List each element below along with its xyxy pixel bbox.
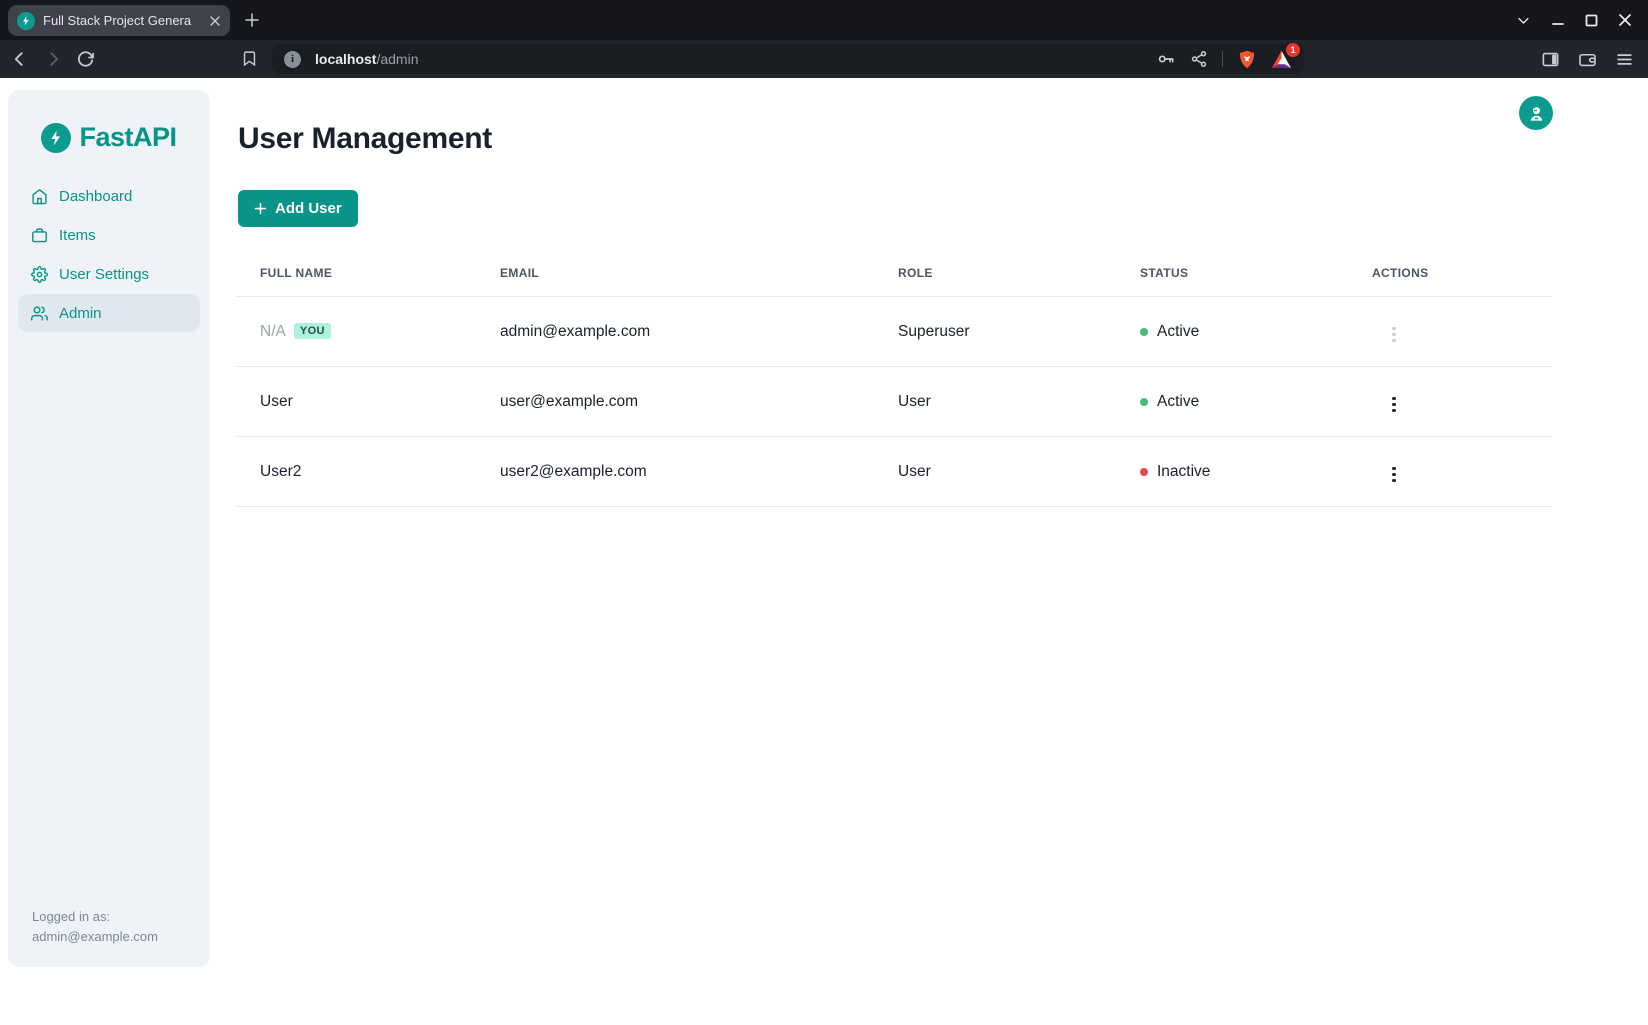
site-info-icon[interactable]: i [284, 50, 301, 68]
page-title: User Management [238, 122, 492, 155]
briefcase-icon [31, 227, 48, 244]
address-bar[interactable]: i localhost/admin 1 [272, 42, 1304, 74]
cell-role: Superuser [874, 296, 1116, 367]
cell-status: Active [1116, 296, 1348, 367]
status-text: Active [1157, 322, 1200, 340]
logged-in-email: admin@example.com [32, 929, 158, 944]
cell-actions [1348, 366, 1552, 437]
browser-tab[interactable]: Full Stack Project Genera [8, 5, 230, 36]
cell-actions [1348, 296, 1552, 367]
browser-toolbar: i localhost/admin 1 [0, 40, 1648, 78]
password-key-icon[interactable] [1156, 49, 1176, 69]
cell-full-name: User2 [236, 436, 476, 507]
sidebar-nav: Dashboard Items User Settings Admin [8, 177, 210, 332]
divider [1222, 51, 1223, 67]
tab-search-chevron-icon[interactable] [1516, 13, 1531, 28]
browser-titlebar: Full Stack Project Genera [0, 0, 1648, 40]
table-row: N/A YOU admin@example.com Superuser Active [236, 296, 1552, 367]
add-user-button[interactable]: Add User [238, 190, 358, 227]
user-avatar-icon [1527, 104, 1546, 123]
table-header-row: FULL NAME EMAIL ROLE STATUS ACTIONS [236, 246, 1552, 297]
brave-shield-icon[interactable] [1237, 49, 1257, 70]
url-text: localhost/admin [315, 51, 419, 67]
cell-email: user@example.com [476, 366, 874, 437]
close-window-button[interactable] [1618, 13, 1632, 27]
table-row: User user@example.com User Active [236, 366, 1552, 437]
column-header-full-name: FULL NAME [236, 246, 476, 297]
maximize-button[interactable] [1585, 14, 1598, 27]
logged-in-info: Logged in as: admin@example.com [32, 907, 158, 947]
tab-title: Full Stack Project Genera [43, 13, 192, 28]
column-header-status: STATUS [1116, 246, 1348, 297]
you-badge: YOU [293, 322, 331, 339]
sidebar-item-dashboard[interactable]: Dashboard [18, 177, 200, 215]
sidebar-item-label: Admin [59, 304, 102, 322]
cell-email: admin@example.com [476, 296, 874, 367]
menu-hamburger-icon[interactable] [1615, 50, 1634, 69]
cell-full-name: N/A YOU [236, 296, 476, 367]
sidebar-panel-icon[interactable] [1541, 50, 1560, 69]
fastapi-logo: FastAPI [8, 90, 210, 153]
sidebar-item-items[interactable]: Items [18, 216, 200, 254]
sidebar: FastAPI Dashboard Items User Settings Admin… [8, 90, 210, 967]
cell-full-name: User [236, 366, 476, 437]
cell-actions [1348, 436, 1552, 507]
share-icon[interactable] [1190, 50, 1208, 68]
forward-button[interactable] [43, 49, 63, 69]
full-name-text: User2 [260, 462, 302, 480]
url-path: /admin [376, 51, 419, 67]
home-icon [31, 188, 48, 205]
wallet-icon[interactable] [1578, 50, 1597, 69]
user-menu-button[interactable] [1519, 96, 1553, 130]
sidebar-item-user-settings[interactable]: User Settings [18, 255, 200, 293]
sidebar-item-label: Items [59, 226, 96, 244]
back-button[interactable] [10, 49, 30, 69]
status-text: Inactive [1157, 462, 1211, 480]
status-text: Active [1157, 392, 1200, 410]
row-actions-menu-button[interactable] [1386, 393, 1402, 417]
column-header-role: ROLE [874, 246, 1116, 297]
status-dot-inactive [1140, 467, 1148, 476]
full-name-text: N/A [260, 322, 286, 340]
sidebar-item-label: User Settings [59, 265, 150, 283]
sidebar-item-label: Dashboard [59, 187, 133, 205]
close-tab-icon[interactable] [209, 15, 221, 27]
reload-button[interactable] [76, 50, 95, 69]
column-header-actions: ACTIONS [1348, 246, 1552, 297]
full-name-text: User [260, 392, 293, 410]
cell-status: Active [1116, 366, 1348, 437]
cell-role: User [874, 366, 1116, 437]
users-table: FULL NAME EMAIL ROLE STATUS ACTIONS N/A YOU ad… [236, 246, 1552, 507]
logged-in-label: Logged in as: [32, 909, 111, 924]
users-icon [31, 305, 48, 322]
row-actions-menu-button[interactable] [1386, 463, 1402, 487]
brave-rewards-icon[interactable]: 1 [1271, 42, 1300, 69]
gear-icon [31, 265, 48, 283]
table-row: User2 user2@example.com User Inactive [236, 436, 1552, 507]
fastapi-favicon-icon [17, 11, 35, 30]
page-content: FastAPI Dashboard Items User Settings Admin… [0, 78, 1648, 1025]
rewards-notification-badge: 1 [1286, 42, 1300, 57]
column-header-email: EMAIL [476, 246, 874, 297]
url-host: localhost [315, 51, 377, 67]
bookmarks-icon[interactable] [241, 49, 258, 68]
plus-icon [254, 202, 267, 215]
add-user-label: Add User [275, 200, 342, 217]
cell-role: User [874, 436, 1116, 507]
minimize-button[interactable] [1551, 13, 1565, 27]
new-tab-button[interactable] [243, 11, 261, 29]
cell-email: user2@example.com [476, 436, 874, 507]
status-dot-active [1140, 327, 1148, 336]
sidebar-item-admin[interactable]: Admin [18, 294, 200, 332]
logo-text: FastAPI [79, 122, 177, 152]
cell-status: Inactive [1116, 436, 1348, 507]
fastapi-bolt-icon [41, 122, 72, 153]
status-dot-active [1140, 397, 1148, 406]
row-actions-menu-button[interactable] [1386, 323, 1402, 347]
